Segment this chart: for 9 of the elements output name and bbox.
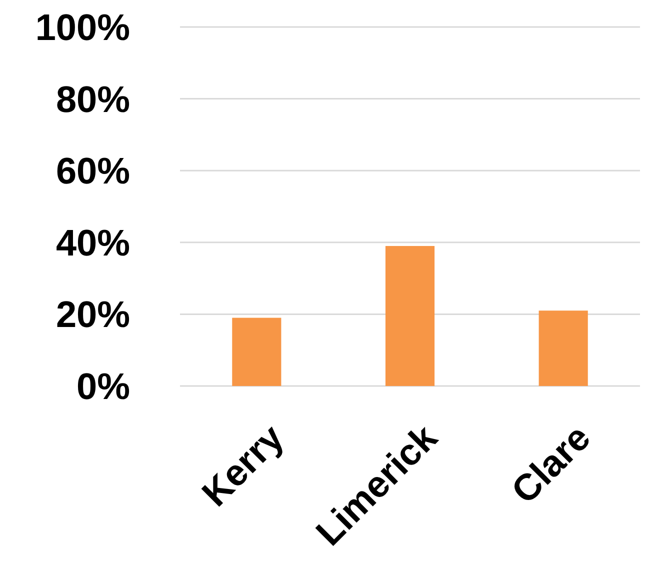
y-tick-label: 100% — [35, 6, 130, 48]
bar — [538, 310, 588, 386]
y-tick-label: 60% — [56, 150, 130, 192]
y-tick-label: 80% — [56, 78, 130, 120]
y-tick-label: 0% — [76, 366, 130, 407]
bar — [232, 318, 282, 386]
bar — [385, 246, 435, 386]
y-tick-label: 40% — [56, 222, 130, 264]
y-tick-label: 20% — [56, 294, 130, 336]
